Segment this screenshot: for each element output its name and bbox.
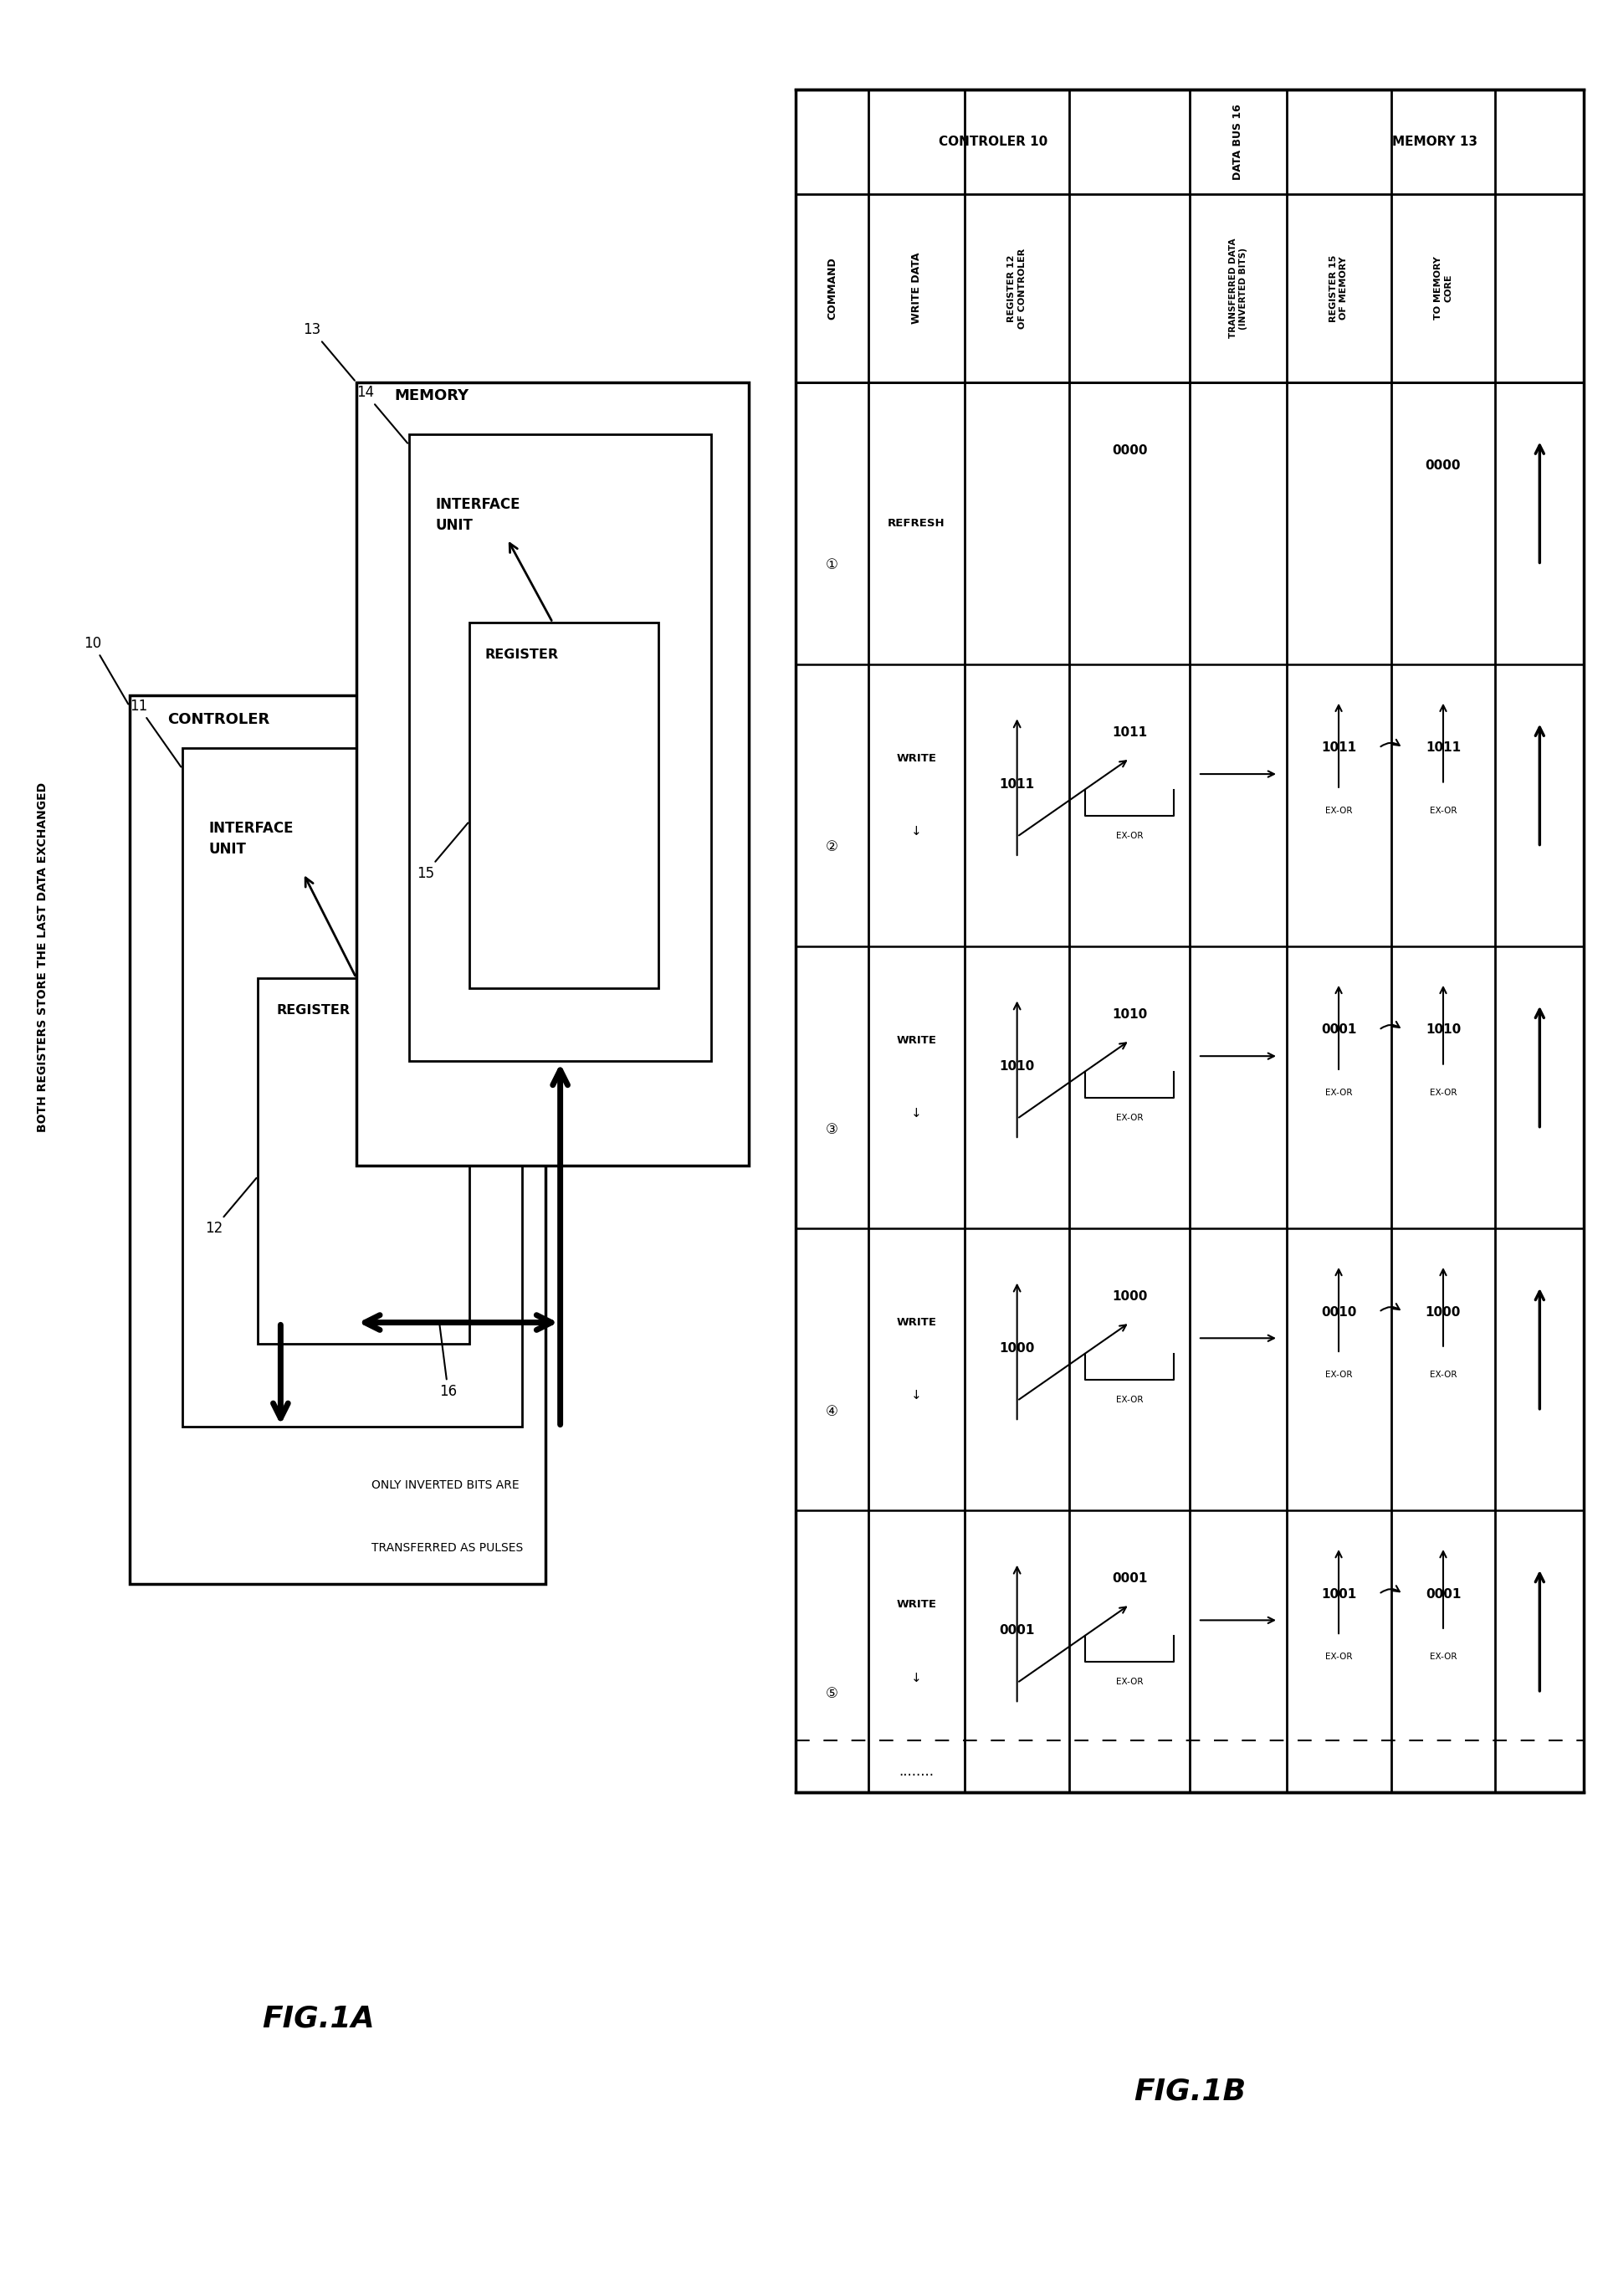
Text: TRANSFERRED DATA
(INVERTED BITS): TRANSFERRED DATA (INVERTED BITS) [1229,239,1248,338]
Text: 0010: 0010 [1320,1306,1357,1318]
Text: TRANSFERRED AS PULSES: TRANSFERRED AS PULSES [371,1543,523,1554]
Text: 1010: 1010 [1000,1061,1034,1072]
Text: EX-OR: EX-OR [1325,1371,1352,1380]
Text: 0000: 0000 [1111,443,1148,457]
Text: 1000: 1000 [999,1343,1036,1355]
Text: ③: ③ [827,1123,838,1137]
Bar [257,978,470,1343]
Text: ④: ④ [827,1403,838,1419]
Text: EX-OR: EX-OR [1116,1678,1143,1685]
Text: WRITE: WRITE [897,753,936,765]
Text: 1011: 1011 [1322,742,1356,753]
Text: 0001: 0001 [999,1623,1036,1637]
Text: REGISTER: REGISTER [484,650,558,661]
Text: 1010: 1010 [1113,1008,1147,1022]
Text: FIG.1A: FIG.1A [262,2004,375,2032]
Text: REFRESH: REFRESH [888,519,946,528]
Text: ONLY INVERTED BITS ARE: ONLY INVERTED BITS ARE [371,1479,519,1490]
Text: 1010: 1010 [1426,1024,1460,1035]
Text: CONTROLER 10: CONTROLER 10 [939,135,1047,149]
Text: EX-OR: EX-OR [1116,1114,1143,1123]
Text: EX-OR: EX-OR [1430,1371,1457,1380]
Text: 0001: 0001 [1111,1573,1148,1584]
Bar [357,383,749,1166]
Text: 13: 13 [304,321,355,381]
Text: 0001: 0001 [1320,1024,1357,1035]
Text: ↓: ↓ [912,1107,921,1120]
Text: FIG.1B: FIG.1B [1134,2078,1246,2105]
Bar [182,748,523,1426]
Text: WRITE: WRITE [897,1035,936,1047]
Text: INTERFACE
UNIT: INTERFACE UNIT [209,822,294,856]
Text: COMMAND: COMMAND [827,257,838,319]
Text: 14: 14 [357,386,407,443]
Bar [130,696,545,1584]
Text: ↓: ↓ [912,1389,921,1403]
Text: WRITE: WRITE [897,1598,936,1609]
Text: 0001: 0001 [1425,1589,1462,1600]
Text: BOTH REGISTERS STORE THE LAST DATA EXCHANGED: BOTH REGISTERS STORE THE LAST DATA EXCHA… [37,783,48,1132]
Text: EX-OR: EX-OR [1116,1396,1143,1403]
Text: WRITE DATA: WRITE DATA [912,253,921,324]
Text: ↓: ↓ [912,824,921,838]
Text: ⑤: ⑤ [827,1685,838,1701]
Text: 10: 10 [84,636,129,705]
Text: 1011: 1011 [1000,778,1034,790]
Text: ↓: ↓ [912,1671,921,1683]
Text: MEMORY 13: MEMORY 13 [1393,135,1478,149]
Text: 16: 16 [439,1325,457,1398]
Text: EX-OR: EX-OR [1430,1653,1457,1660]
Text: CONTROLER: CONTROLER [167,712,270,728]
Text: 15: 15 [416,822,468,882]
Text: 1011: 1011 [1426,742,1460,753]
Text: INTERFACE
UNIT: INTERFACE UNIT [436,498,521,533]
Text: WRITE: WRITE [897,1318,936,1327]
Text: 12: 12 [206,1178,256,1235]
Text: REGISTER 12
OF CONTROLER: REGISTER 12 OF CONTROLER [1008,248,1026,328]
Text: EX-OR: EX-OR [1116,831,1143,840]
Text: EX-OR: EX-OR [1325,1088,1352,1097]
Text: 1000: 1000 [1425,1306,1462,1318]
Text: 1001: 1001 [1322,1589,1356,1600]
Text: EX-OR: EX-OR [1325,1653,1352,1660]
Text: DATA BUS 16: DATA BUS 16 [1233,103,1243,179]
Text: EX-OR: EX-OR [1325,806,1352,815]
Text: REGISTER: REGISTER [277,1003,351,1017]
Text: 1011: 1011 [1113,726,1147,739]
Text: 11: 11 [130,698,182,767]
Text: 1000: 1000 [1111,1290,1148,1302]
Text: EX-OR: EX-OR [1430,806,1457,815]
Text: 0000: 0000 [1425,459,1462,473]
Text: TO MEMORY
CORE: TO MEMORY CORE [1434,257,1452,319]
Bar [408,434,711,1061]
Text: MEMORY: MEMORY [394,388,468,404]
Text: ........: ........ [899,1763,934,1779]
Text: ②: ② [827,840,838,854]
Bar [796,90,1584,1793]
Bar [470,622,659,987]
Text: REGISTER 15
OF MEMORY: REGISTER 15 OF MEMORY [1330,255,1348,321]
Text: ①: ① [827,558,838,572]
Text: EX-OR: EX-OR [1430,1088,1457,1097]
